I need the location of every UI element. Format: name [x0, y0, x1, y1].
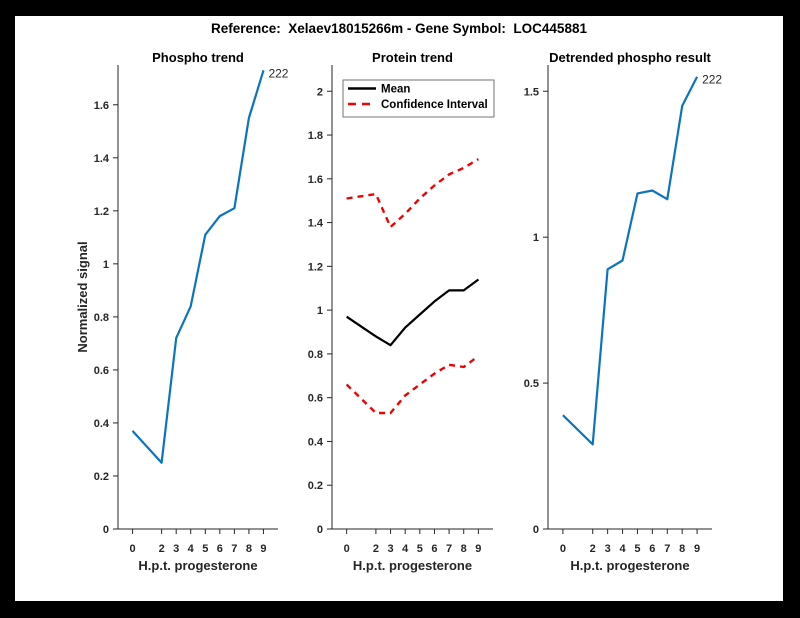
- y-tick-label: 0.5: [524, 378, 539, 390]
- x-tick-label: 5: [634, 543, 640, 555]
- x-axis-label: H.p.t. progesterone: [570, 558, 689, 573]
- y-tick-label: 0.8: [308, 349, 323, 361]
- y-tick-label: 1.6: [308, 174, 323, 186]
- x-tick-label: 8: [461, 543, 467, 555]
- phospho-trend-title: Phospho trend: [152, 50, 244, 65]
- phospho-signal-line: [131, 69, 265, 464]
- y-tick-label: 0.4: [94, 418, 110, 430]
- phospho-trend-subplot: 0 2 3 4 5 6 7 8 9 0 0.2 0.4 0.6 0.8 1 1.2 1.4 1.6 Phospho …: [75, 50, 289, 573]
- protein-trend-title: Protein trend: [372, 50, 453, 65]
- x-axis-label: H.p.t. progesterone: [353, 558, 472, 573]
- x-tick-label: 5: [417, 543, 423, 555]
- y-tick-label: 1.8: [308, 130, 323, 142]
- figure-title: Reference: Xelaev18015266m - Gene Symbol…: [211, 21, 587, 36]
- y-tick-label: 1: [317, 305, 323, 317]
- y-tick-label: 0.6: [94, 365, 109, 377]
- x-tick-label: 7: [664, 543, 670, 555]
- protein-trend-subplot: 0 2 3 4 5 6 7 8 900.20.40.60.811.21.41.61.82Prot…: [308, 50, 495, 573]
- detrended-phospho-result-subplot: 0 2 3 4 5 6 7 8 9 0 0.5 1 1.5 Detrended phospho resul…: [524, 50, 723, 573]
- y-tick-label: 1: [103, 259, 109, 271]
- x-tick-label: 3: [387, 543, 393, 555]
- y-tick-label: 1.4: [308, 218, 324, 230]
- y-tick-label: 1.2: [94, 206, 109, 218]
- detrended-signal-line: [562, 76, 699, 446]
- y-tick-label: 0: [103, 524, 109, 536]
- phospho-trend-annotation: 222: [268, 66, 288, 80]
- x-tick-label: 9: [475, 543, 481, 555]
- legend: Mean Confidence Interval: [342, 79, 495, 118]
- x-tick-label: 3: [605, 543, 611, 555]
- x-tick-label: 7: [446, 543, 452, 555]
- charts-canvas: 0 2 3 4 5 6 7 8 900.20.40.60.811.21.41.6Phospho …: [75, 50, 723, 573]
- y-tick-label: 1: [533, 232, 539, 244]
- x-tick-label: 8: [246, 543, 252, 555]
- x-tick-label: 5: [202, 543, 208, 555]
- x-tick-label: 9: [694, 543, 700, 555]
- detrended-phospho-result-title: Detrended phospho result: [549, 50, 711, 65]
- x-tick-label: 3: [173, 543, 179, 555]
- y-tick-label: 1.6: [94, 100, 109, 112]
- y-tick-label: 0.6: [308, 393, 323, 405]
- x-tick-label: 0: [344, 543, 350, 555]
- x-tick-label: 6: [217, 543, 223, 555]
- y-tick-label: 2: [317, 86, 323, 98]
- y-tick-label: 1.4: [94, 153, 110, 165]
- y-tick-label: 0.8: [94, 312, 109, 324]
- x-tick-label: 4: [402, 543, 409, 555]
- y-tick-label: 0.2: [308, 480, 323, 492]
- x-tick-label: 8: [679, 543, 685, 555]
- x-tick-label: 7: [231, 543, 237, 555]
- y-tick-label: 1.5: [524, 86, 539, 98]
- x-tick-label: 0: [129, 543, 135, 555]
- mean-line: [345, 278, 480, 347]
- x-tick-label: 2: [590, 543, 596, 555]
- y-tick-label: 0: [533, 524, 539, 536]
- y-tick-label: 0: [317, 524, 323, 536]
- x-tick-label: 2: [159, 543, 165, 555]
- x-tick-label: 9: [260, 543, 266, 555]
- y-axis-label: Normalized signal: [75, 241, 90, 352]
- x-tick-label: 4: [619, 543, 626, 555]
- confidence-interval-lower-line: [345, 355, 480, 415]
- x-tick-label: 2: [373, 543, 379, 555]
- confidence-interval-upper-line: [346, 158, 480, 229]
- figure-canvas: Reference: Xelaev18015266m - Gene Symbol…: [15, 16, 783, 601]
- x-axis-label: H.p.t. progesterone: [138, 558, 257, 573]
- detrended-phospho-result-annotation: 222: [702, 73, 722, 87]
- x-tick-label: 6: [431, 543, 437, 555]
- y-tick-label: 1.2: [308, 261, 323, 273]
- x-tick-label: 4: [188, 543, 195, 555]
- legend-label: Confidence Interval: [381, 99, 488, 111]
- legend-box: [342, 79, 495, 118]
- x-tick-label: 6: [649, 543, 655, 555]
- y-tick-label: 0.4: [308, 436, 324, 448]
- legend-label: Mean: [381, 84, 410, 96]
- y-tick-label: 0.2: [94, 471, 109, 483]
- x-tick-label: 0: [560, 543, 566, 555]
